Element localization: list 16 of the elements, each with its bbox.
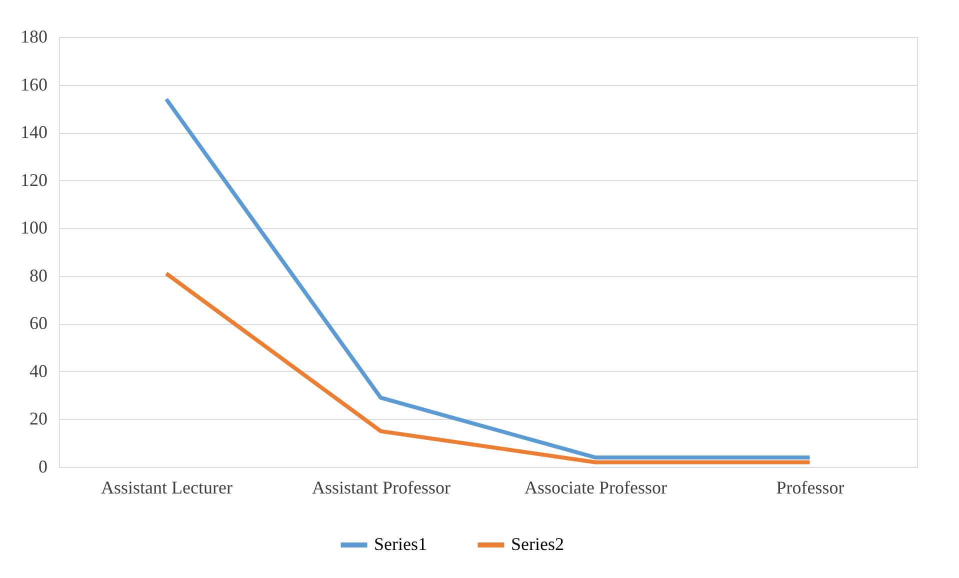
x-tick-label: Assistant Professor <box>312 478 451 498</box>
y-tick-label: 40 <box>30 360 48 381</box>
x-tick-label: Associate Professor <box>524 478 667 498</box>
y-tick-label: 20 <box>30 408 48 429</box>
y-tick-label: 160 <box>20 74 48 94</box>
x-tick-label: Assistant Lecturer <box>101 478 232 498</box>
y-tick-label: 120 <box>20 170 48 190</box>
legend-label: Series2 <box>511 534 564 554</box>
y-tick-label: 140 <box>20 122 48 142</box>
y-tick-label: 180 <box>20 26 48 46</box>
y-tick-label: 80 <box>30 265 48 286</box>
x-tick-label: Professor <box>776 478 844 498</box>
y-tick-label: 60 <box>30 313 48 334</box>
legend-label: Series1 <box>374 534 427 554</box>
y-tick-label: 100 <box>20 218 48 238</box>
y-tick-label: 0 <box>38 456 48 476</box>
